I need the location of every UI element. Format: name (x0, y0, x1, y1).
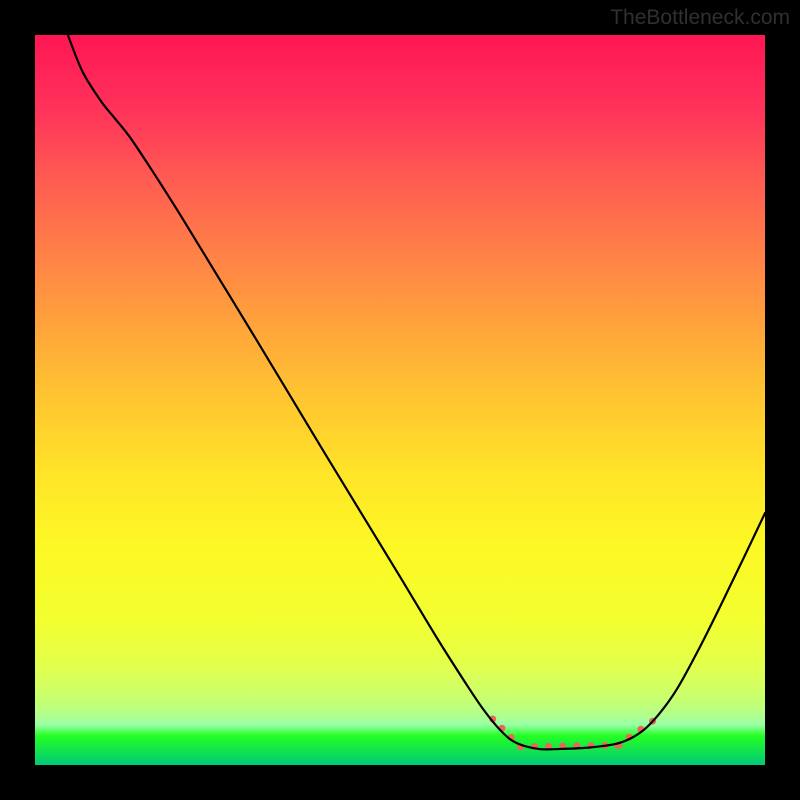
watermark-text: TheBottleneck.com (610, 6, 790, 30)
bottleneck-chart (35, 35, 765, 765)
chart-plot-area (35, 35, 765, 765)
